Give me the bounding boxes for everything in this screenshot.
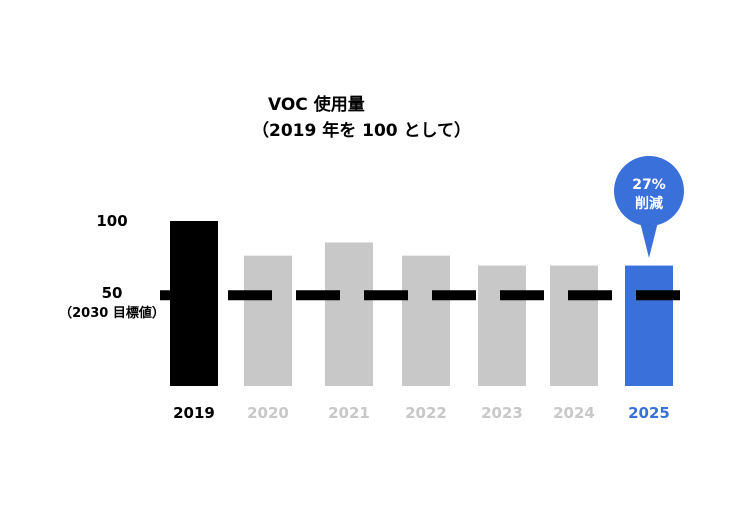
x-tick-label-2020: 2020 (247, 404, 289, 422)
bar-2020 (244, 255, 292, 386)
bar-2019 (170, 221, 218, 386)
callout-percent: 27% (632, 177, 666, 193)
chart-subtitle: （2019 年を 100 として） (252, 120, 471, 141)
y-tick-label-50: 50 (102, 284, 123, 302)
bar-2022 (402, 255, 450, 386)
x-tick-label-2019: 2019 (173, 404, 215, 422)
target-line-note: （2030 目標値） (59, 305, 165, 321)
bar-2025 (625, 265, 673, 386)
callout-reduction: 削減 (635, 195, 663, 212)
x-tick-label-2024: 2024 (553, 404, 595, 422)
bar-2023 (478, 265, 526, 386)
x-tick-label-2025: 2025 (628, 404, 670, 422)
chart-title: VOC 使用量 (268, 94, 365, 115)
x-tick-label-2023: 2023 (481, 404, 523, 422)
callout-bubble (614, 156, 684, 226)
x-tick-label-2022: 2022 (405, 404, 447, 422)
x-axis-labels: 2019 2020 2021 2022 2023 2024 2025 (173, 404, 670, 422)
bars-group (170, 221, 673, 386)
x-tick-label-2021: 2021 (328, 404, 370, 422)
bar-2021 (325, 242, 373, 386)
y-tick-label-100: 100 (96, 212, 127, 230)
bar-2024 (550, 265, 598, 386)
callout-tail (640, 222, 658, 258)
reduction-callout: 27% 削減 (614, 156, 684, 258)
